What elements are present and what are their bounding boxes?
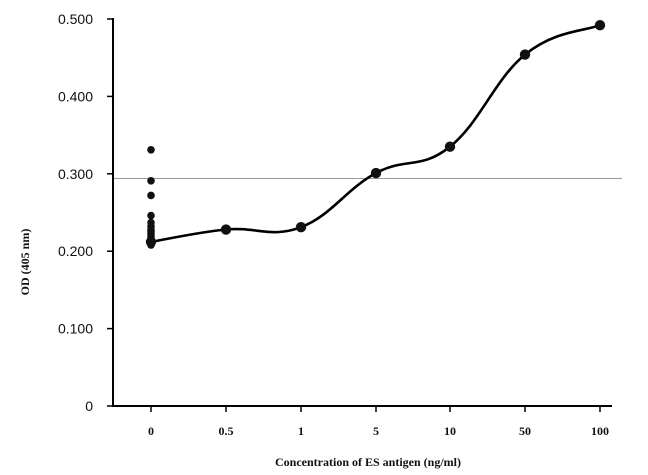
- y-tick-label-0: 0: [85, 398, 93, 414]
- x-tick-label-6: 100: [591, 424, 609, 438]
- x-tick-label-1: 0.5: [219, 424, 234, 438]
- axes: [112, 18, 612, 407]
- x-tick-label-4: 10: [444, 424, 456, 438]
- data-point-2: [295, 222, 307, 233]
- y-axis-ticks: 0 0.100 0.200 0.300 0.400 0.500: [58, 11, 113, 414]
- negative-control-point-1: [147, 176, 155, 185]
- data-point-3: [370, 167, 382, 179]
- data-markers: [145, 19, 606, 248]
- data-point-5: [519, 49, 531, 60]
- y-tick-label-3: 0.300: [58, 166, 93, 182]
- y-tick-label-4: 0.400: [58, 88, 93, 104]
- x-axis-ticks: 0 0.5 1 5 10 50 100: [148, 406, 609, 438]
- data-point-1: [220, 224, 232, 235]
- x-tick-label-2: 1: [298, 424, 304, 438]
- y-axis-label: OD (405 nm): [18, 229, 32, 296]
- negative-control-point-2: [147, 191, 155, 200]
- data-point-4: [444, 141, 456, 152]
- x-axis-label: Concentration of ES antigen (ng/ml): [275, 455, 461, 469]
- data-point-0: [145, 236, 157, 248]
- y-tick-label-1: 0.100: [58, 321, 93, 337]
- data-point-6: [594, 19, 606, 31]
- y-tick-label-5: 0.500: [58, 11, 93, 27]
- negative-control-point-0: [147, 146, 155, 154]
- x-tick-label-3: 5: [373, 424, 379, 438]
- negative-control-point-3: [147, 211, 155, 220]
- negative-control-points: [147, 146, 155, 249]
- y-tick-label-2: 0.200: [58, 243, 93, 259]
- x-tick-label-5: 50: [519, 424, 531, 438]
- series-line: [150, 23, 601, 244]
- x-tick-label-0: 0: [148, 424, 154, 438]
